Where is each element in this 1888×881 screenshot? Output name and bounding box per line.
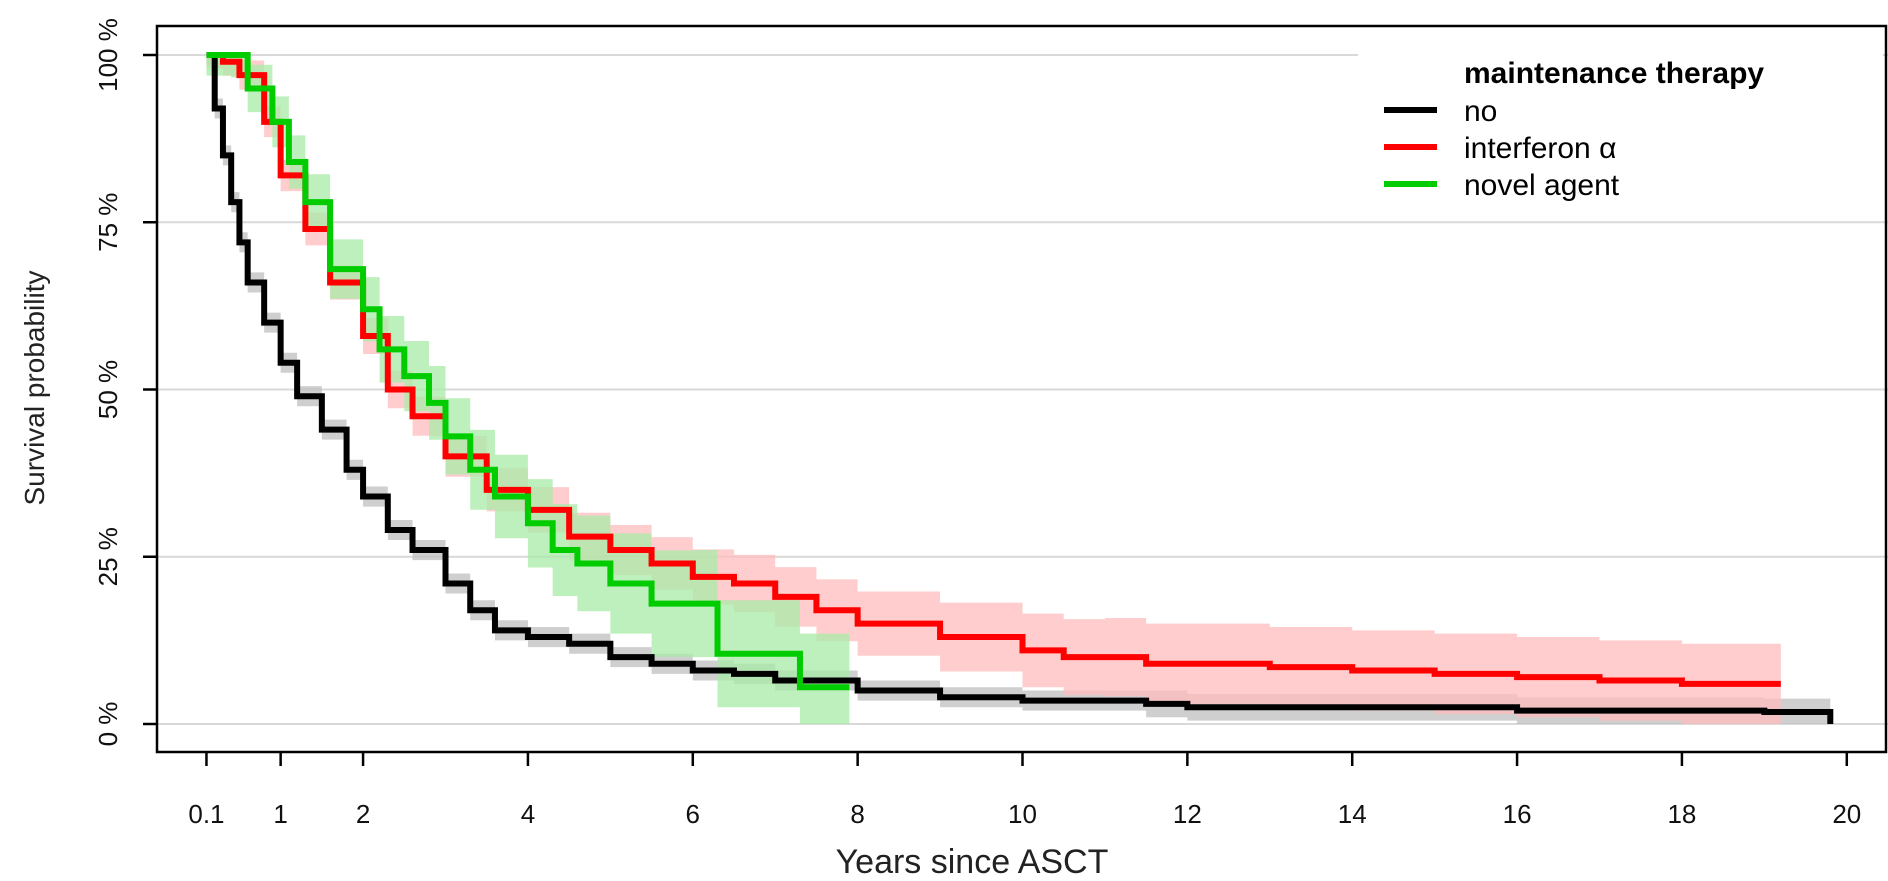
x-tick-label: 2 [356,799,370,829]
survival-curves [206,52,1834,724]
legend: maintenance therapy no interferon α novel … [1358,30,1883,210]
legend-label: no [1464,95,1497,128]
y-tick-label: 0 % [93,702,123,747]
legend-title: maintenance therapy [1464,57,1764,90]
x-tick-label: 14 [1338,799,1367,829]
x-tick-label: 12 [1173,799,1202,829]
legend-label: interferon α [1464,132,1616,165]
x-tick-label: 18 [1667,799,1696,829]
survival-curve [206,52,1834,724]
x-tick-label: 1 [273,799,287,829]
confidence-bands [206,55,1831,724]
survival-curve [206,52,850,691]
legend-label: novel agent [1464,169,1620,202]
legend-items: no interferon α novel agent [1384,95,1620,202]
y-axis-title: Survival probability [19,271,50,506]
x-tick-label: 10 [1008,799,1037,829]
x-axis: 0.1 1 2 4 6 8 10 12 14 16 18 20 [188,752,1861,829]
survival-curve [206,52,1781,687]
y-axis: 0 % 25 % 50 % 75 % 100 % [93,18,157,746]
x-tick-label: 6 [686,799,700,829]
x-tick-label: 20 [1832,799,1861,829]
x-tick-label: 4 [521,799,535,829]
x-axis-title: Years since ASCT [836,843,1109,881]
confidence-band [206,55,850,724]
y-tick-label: 50 % [93,360,123,419]
y-tick-label: 25 % [93,527,123,586]
x-tick-label: 8 [850,799,864,829]
y-tick-label: 100 % [93,18,123,92]
x-tick-label: 0.1 [188,799,224,829]
legend-background [1358,30,1883,210]
y-tick-label: 75 % [93,193,123,252]
x-tick-label: 16 [1503,799,1532,829]
